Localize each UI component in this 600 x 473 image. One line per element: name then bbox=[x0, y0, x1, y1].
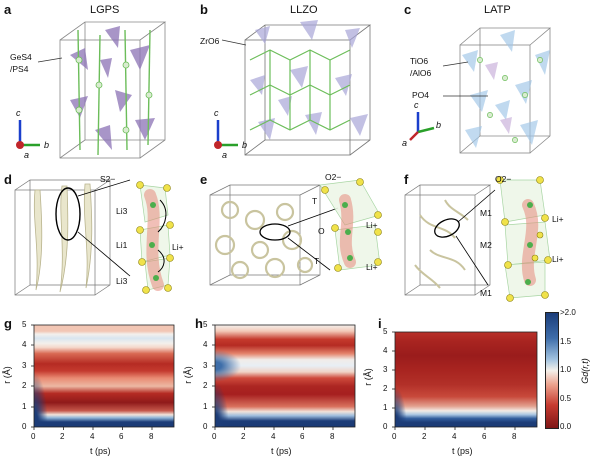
g-ytick-1: 1 bbox=[22, 402, 27, 411]
f-label-li-plus-2: Li+ bbox=[552, 254, 564, 264]
panel-h-letter: h bbox=[195, 316, 203, 331]
d-label-li-plus: Li+ bbox=[172, 242, 184, 252]
panel-a-title: LGPS bbox=[90, 4, 120, 16]
i-ytick-5: 5 bbox=[383, 327, 388, 336]
f-label-m1-bottom: M1 bbox=[480, 288, 492, 298]
colorbar-label: Gd(r,t) bbox=[579, 358, 590, 384]
e-label-t-bottom: T bbox=[314, 256, 320, 266]
e-label-o: O bbox=[318, 226, 325, 236]
pathway-diagrams bbox=[14, 176, 552, 302]
llzo-label-1: ZrO6 bbox=[200, 36, 220, 46]
i-xtick-2: 2 bbox=[422, 432, 427, 441]
g-ylabel: r (Å) bbox=[1, 366, 12, 384]
axis-label-b-b: b bbox=[242, 140, 248, 150]
heatmap-h bbox=[215, 325, 355, 427]
i-ytick-2: 2 bbox=[383, 384, 388, 393]
panel-a-letter: a bbox=[4, 2, 12, 17]
h-xtick-8: 8 bbox=[330, 432, 335, 441]
f-label-o2: O2− bbox=[495, 174, 512, 184]
f-label-m2: M2 bbox=[480, 240, 492, 250]
axis-label-b-a: b bbox=[44, 140, 50, 150]
d-label-li3-top: Li3 bbox=[116, 206, 128, 216]
g-ytick-4: 4 bbox=[22, 340, 27, 349]
axis-label-a-a: a bbox=[24, 150, 30, 160]
axis-label-c-b: c bbox=[214, 108, 219, 118]
h-xtick-0: 0 bbox=[212, 432, 217, 441]
heatmap-i bbox=[395, 332, 537, 427]
lgps-structure bbox=[16, 20, 552, 159]
i-xtick-0: 0 bbox=[392, 432, 397, 441]
h-ylabel: r (Å) bbox=[182, 366, 193, 384]
g-xtick-6: 6 bbox=[119, 432, 124, 441]
axis-label-c-c: c bbox=[414, 100, 419, 110]
panel-f-letter: f bbox=[404, 172, 409, 187]
h-ytick-5: 5 bbox=[203, 320, 208, 329]
colorbar-tick-1-0: 1.0 bbox=[560, 365, 572, 374]
panel-c-letter: c bbox=[404, 2, 412, 17]
h-ytick-3: 3 bbox=[203, 361, 208, 370]
lgps-label-1: GeS4 bbox=[10, 52, 32, 62]
i-ytick-3: 3 bbox=[383, 365, 388, 374]
panel-d-letter: d bbox=[4, 172, 12, 187]
axis-label-b-c: b bbox=[436, 120, 442, 130]
e-label-li-plus-1: Li+ bbox=[366, 220, 378, 230]
colorbar-tick-1-5: 1.5 bbox=[560, 337, 572, 346]
i-ytick-0: 0 bbox=[383, 422, 388, 431]
i-xtick-8: 8 bbox=[512, 432, 517, 441]
d-label-li1: Li1 bbox=[116, 240, 128, 250]
axis-label-c-a: c bbox=[16, 108, 21, 118]
h-xlabel: t (ps) bbox=[271, 446, 292, 456]
h-xtick-4: 4 bbox=[271, 432, 276, 441]
d-label-li3-bottom: Li3 bbox=[116, 276, 128, 286]
heatmap-g bbox=[34, 325, 174, 427]
h-ytick-2: 2 bbox=[203, 381, 208, 390]
panel-g-letter: g bbox=[4, 316, 12, 331]
h-ytick-0: 0 bbox=[203, 422, 208, 431]
i-xtick-4: 4 bbox=[452, 432, 457, 441]
e-label-li-plus-2: Li+ bbox=[366, 262, 378, 272]
g-ytick-5: 5 bbox=[22, 320, 27, 329]
g-xtick-0: 0 bbox=[31, 432, 36, 441]
i-ytick-1: 1 bbox=[383, 403, 388, 412]
colorbar-tick-0-5: 0.5 bbox=[560, 394, 572, 403]
panel-b-letter: b bbox=[200, 2, 208, 17]
panel-i-letter: i bbox=[378, 316, 382, 331]
panel-b-title: LLZO bbox=[290, 4, 318, 16]
g-ytick-2: 2 bbox=[22, 381, 27, 390]
g-ytick-3: 3 bbox=[22, 361, 27, 370]
axis-label-a-c: a bbox=[402, 138, 408, 148]
i-xlabel: t (ps) bbox=[452, 446, 473, 456]
g-xlabel: t (ps) bbox=[90, 446, 111, 456]
latp-label-3: PO4 bbox=[412, 90, 430, 100]
latp-label-1: TiO6 bbox=[410, 56, 429, 66]
i-xtick-6: 6 bbox=[482, 432, 487, 441]
colorbar-tick-max: >2.0 bbox=[560, 308, 576, 317]
e-label-t-top: T bbox=[312, 196, 318, 206]
axis-label-a-b: a bbox=[222, 150, 228, 160]
f-label-li-plus-1: Li+ bbox=[552, 214, 564, 224]
h-ytick-1: 1 bbox=[203, 402, 208, 411]
i-ytick-4: 4 bbox=[383, 346, 388, 355]
g-ytick-0: 0 bbox=[22, 422, 27, 431]
d-label-s2: S2− bbox=[100, 174, 116, 184]
g-xtick-4: 4 bbox=[90, 432, 95, 441]
h-ytick-4: 4 bbox=[203, 340, 208, 349]
colorbar-tick-0-0: 0.0 bbox=[560, 422, 572, 431]
panel-e-letter: e bbox=[200, 172, 208, 187]
i-ylabel: r (Å) bbox=[362, 368, 373, 386]
g-xtick-2: 2 bbox=[60, 432, 65, 441]
f-label-m1-top: M1 bbox=[480, 208, 492, 218]
h-xtick-6: 6 bbox=[300, 432, 305, 441]
g-xtick-8: 8 bbox=[149, 432, 154, 441]
e-label-o2: O2− bbox=[325, 172, 342, 182]
colorbar bbox=[545, 312, 559, 429]
panel-c-title: LATP bbox=[484, 4, 511, 16]
latp-label-2: /AlO6 bbox=[410, 68, 432, 78]
h-xtick-2: 2 bbox=[241, 432, 246, 441]
lgps-label-2: /PS4 bbox=[10, 64, 29, 74]
